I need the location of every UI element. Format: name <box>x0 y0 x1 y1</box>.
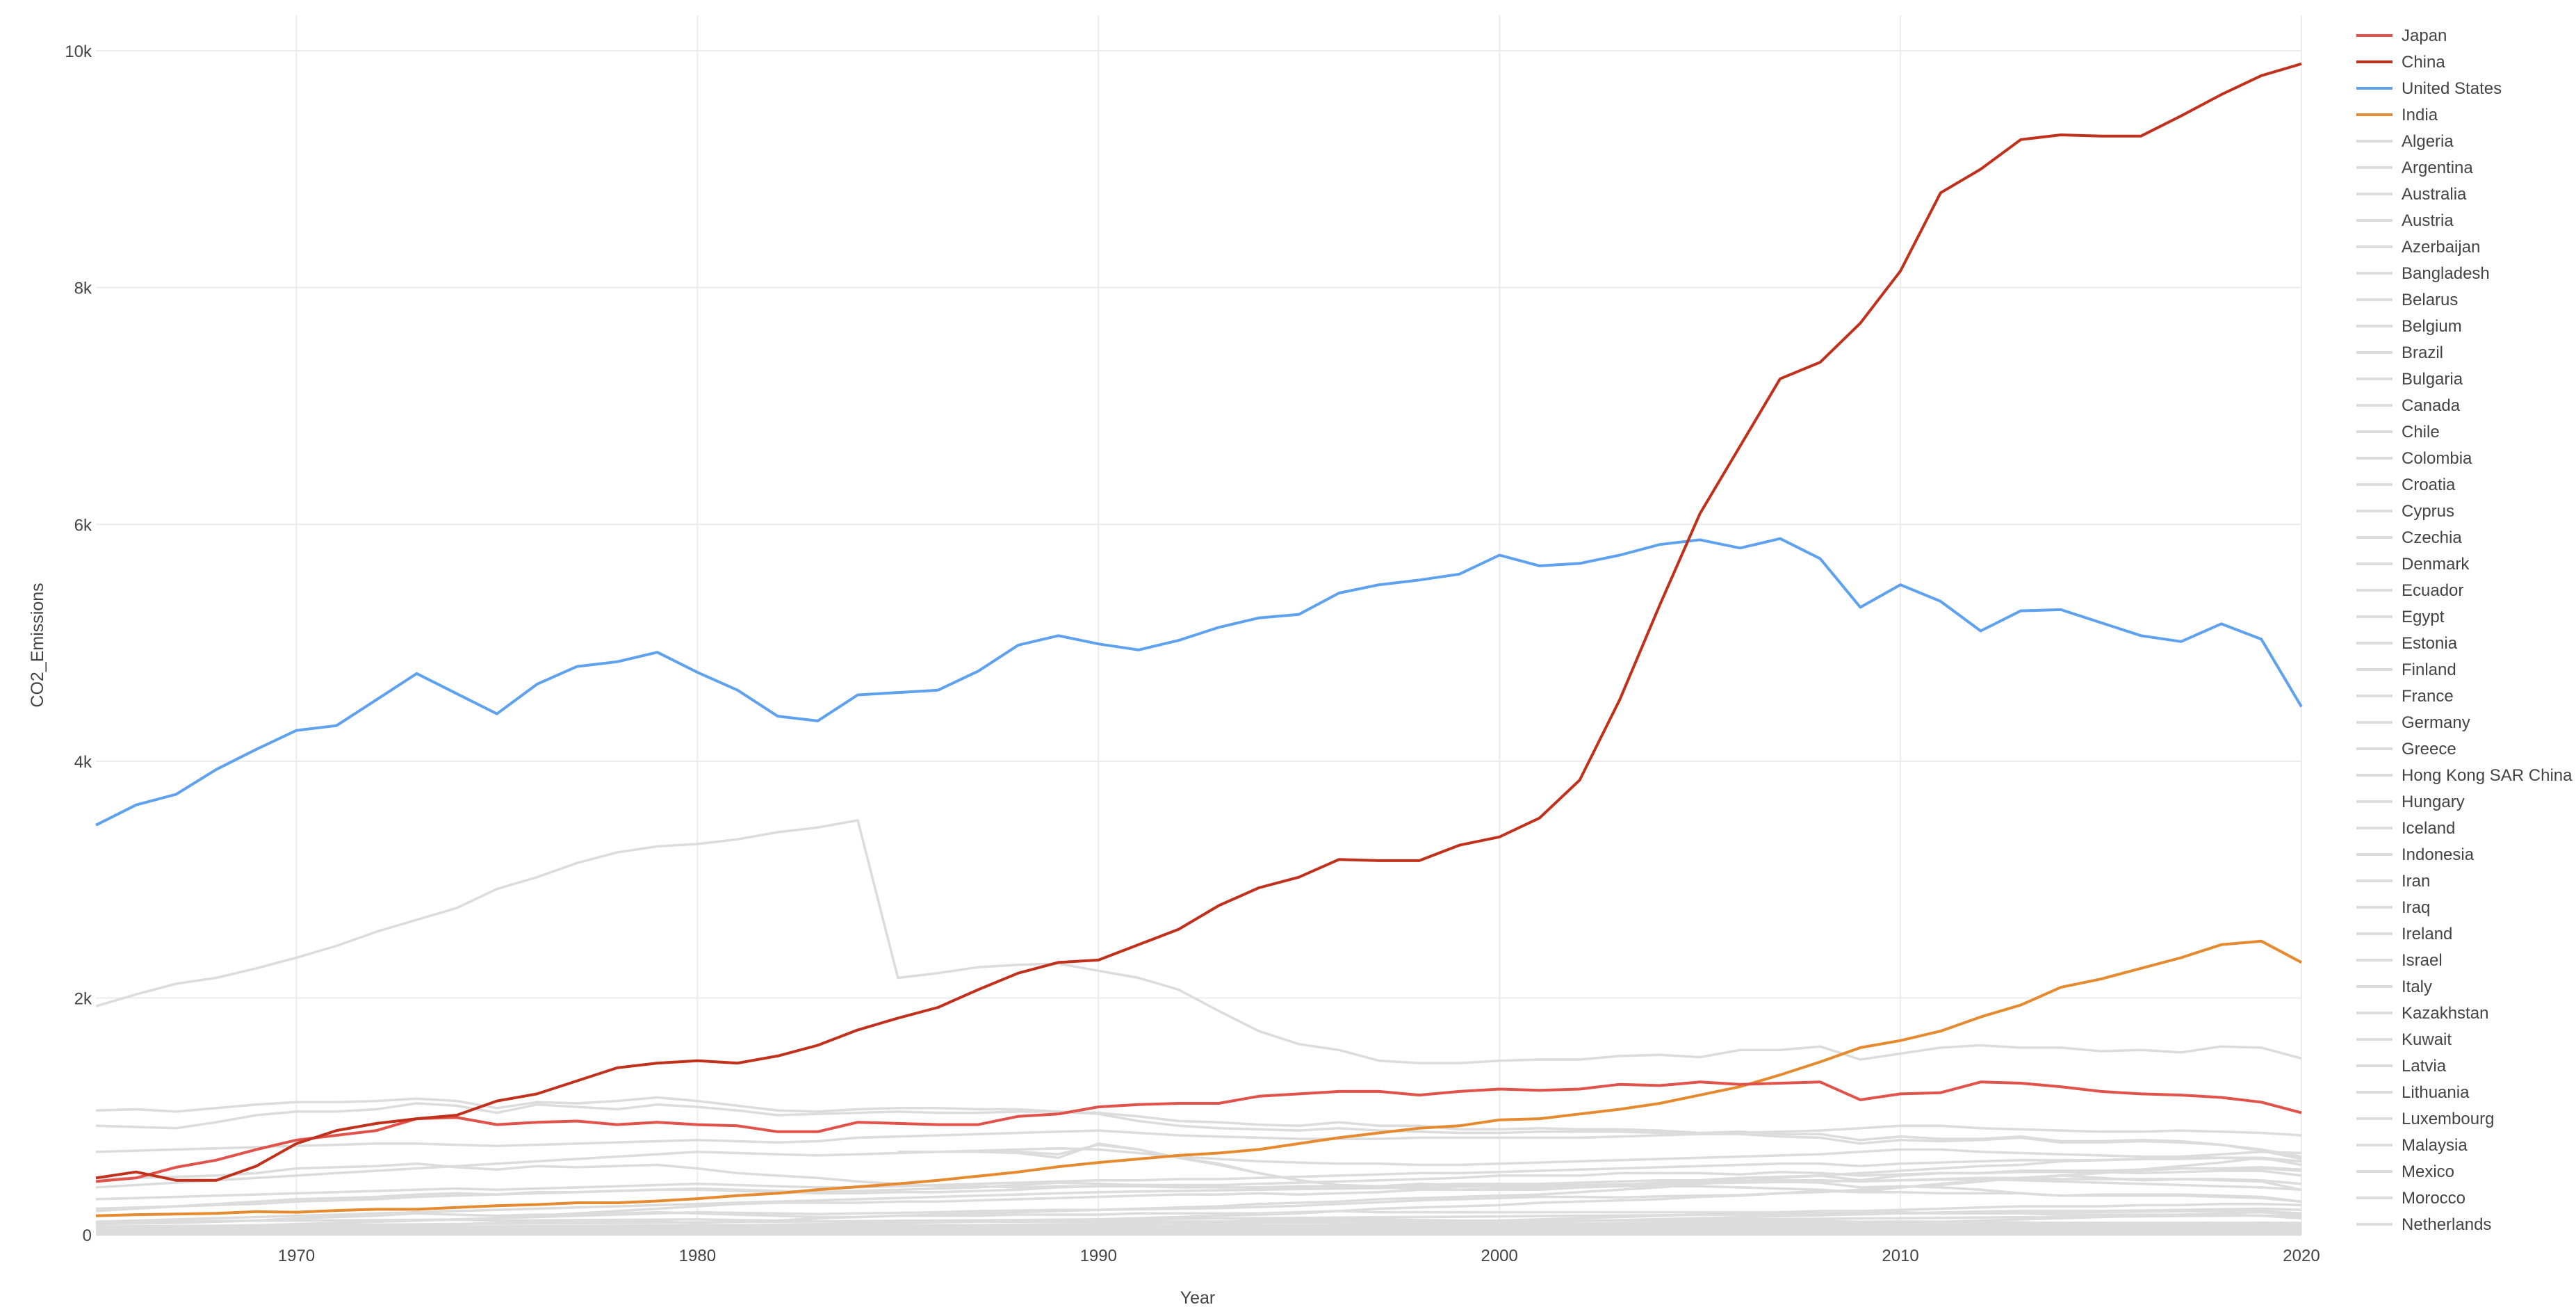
series-line-muted <box>95 1176 2302 1229</box>
legend-label-algeria: Algeria <box>2402 132 2454 151</box>
legend-label-hong-kong-sar-china: Hong Kong SAR China <box>2402 766 2573 785</box>
legend-label-latvia: Latvia <box>2402 1057 2447 1076</box>
legend-label-egypt: Egypt <box>2402 608 2445 626</box>
legend-label-netherlands: Netherlands <box>2402 1215 2491 1234</box>
legend-label-denmark: Denmark <box>2402 555 2470 574</box>
legend-label-mexico: Mexico <box>2402 1162 2454 1181</box>
legend-label-iran: Iran <box>2402 872 2430 891</box>
legend-label-iraq: Iraq <box>2402 898 2430 917</box>
legend-label-morocco: Morocco <box>2402 1189 2465 1208</box>
series-line-muted <box>95 1096 2302 1160</box>
legend-label-indonesia: Indonesia <box>2402 845 2475 864</box>
series-line-japan <box>95 1080 2302 1183</box>
legend-label-italy: Italy <box>2402 978 2432 996</box>
series-line-muted <box>95 1151 2302 1234</box>
series-line-muted <box>897 1142 2302 1192</box>
legend-label-malaysia: Malaysia <box>2402 1136 2468 1155</box>
muted-series-lines <box>95 819 2302 1236</box>
legend-label-israel: Israel <box>2402 951 2443 970</box>
series-line-united-states <box>95 537 2303 827</box>
legend-label-canada: Canada <box>2402 396 2461 415</box>
legend-label-brazil: Brazil <box>2402 343 2443 362</box>
legend-label-czechia: Czechia <box>2402 528 2462 547</box>
x-tick-label: 2000 <box>1481 1247 1517 1265</box>
legend-label-bangladesh: Bangladesh <box>2402 264 2490 283</box>
legend-label-finland: Finland <box>2402 660 2456 679</box>
legend-label-croatia: Croatia <box>2402 476 2456 494</box>
legend-label-hungary: Hungary <box>2402 793 2465 811</box>
legend-label-colombia: Colombia <box>2402 449 2472 468</box>
legend-label-australia: Australia <box>2402 185 2467 204</box>
y-tick-label: 8k <box>74 279 92 298</box>
legend-label-argentina: Argentina <box>2402 159 2473 177</box>
legend-label-greece: Greece <box>2402 740 2456 759</box>
y-tick-label: 6k <box>74 516 92 535</box>
series-line-muted <box>95 1146 2302 1189</box>
y-tick-label: 4k <box>74 753 92 772</box>
legend-label-belarus: Belarus <box>2402 291 2458 309</box>
series-line-muted <box>95 1210 2302 1226</box>
legend-label-india: India <box>2402 106 2438 124</box>
legend: Japan China United States India Algeria Argen… <box>2356 26 2573 1234</box>
y-tick-label: 10k <box>65 42 92 61</box>
legend-label-iceland: Iceland <box>2402 819 2455 838</box>
series-line-china <box>95 62 2302 1182</box>
x-tick-label: 2020 <box>2283 1247 2320 1265</box>
x-tick-label: 1970 <box>278 1247 315 1265</box>
legend-label-france: France <box>2402 687 2454 706</box>
highlighted-series-lines <box>95 62 2303 1217</box>
legend-label-austria: Austria <box>2402 211 2454 230</box>
y-tick-label: 0 <box>83 1226 92 1245</box>
series-line-india <box>95 939 2302 1217</box>
y-axis-ticks: 0 2k 4k 6k 8k 10k <box>65 42 92 1245</box>
legend-label-luxembourg: Luxembourg <box>2402 1110 2494 1128</box>
x-tick-label: 1990 <box>1080 1247 1117 1265</box>
legend-label-azerbaijan: Azerbaijan <box>2402 238 2480 257</box>
legend-label-kazakhstan: Kazakhstan <box>2402 1004 2488 1023</box>
legend-label-ecuador: Ecuador <box>2402 581 2463 600</box>
y-axis-title: CO2_Emissions <box>28 583 47 707</box>
series-line-muted <box>95 1156 2302 1234</box>
legend-label-china: China <box>2402 53 2445 72</box>
series-line-muted <box>95 1124 2302 1153</box>
y-tick-label: 2k <box>74 989 92 1008</box>
legend-label-chile: Chile <box>2402 423 2440 441</box>
legend-label-japan: Japan <box>2402 26 2447 45</box>
legend-label-united-states: United States <box>2402 79 2502 98</box>
x-axis-ticks: 1970 1980 1990 2000 2010 2020 <box>278 1247 2320 1265</box>
x-axis-title: Year <box>1180 1288 1216 1308</box>
legend-label-germany: Germany <box>2402 713 2470 732</box>
legend-label-bulgaria: Bulgaria <box>2402 370 2463 389</box>
legend-label-belgium: Belgium <box>2402 317 2462 336</box>
series-line-muted <box>95 1178 2302 1212</box>
legend-label-estonia: Estonia <box>2402 634 2458 653</box>
series-line-muted <box>95 1156 2302 1201</box>
legend-label-ireland: Ireland <box>2402 925 2452 943</box>
series-line-muted <box>95 1102 2302 1158</box>
legend-label-kuwait: Kuwait <box>2402 1030 2452 1049</box>
x-tick-label: 2010 <box>1882 1247 1918 1265</box>
legend-label-cyprus: Cyprus <box>2402 502 2454 521</box>
legend-label-lithuania: Lithuania <box>2402 1083 2470 1102</box>
series-line-muted <box>95 819 2302 1064</box>
x-tick-label: 1980 <box>679 1247 716 1265</box>
series-line-muted <box>96 1224 2302 1235</box>
